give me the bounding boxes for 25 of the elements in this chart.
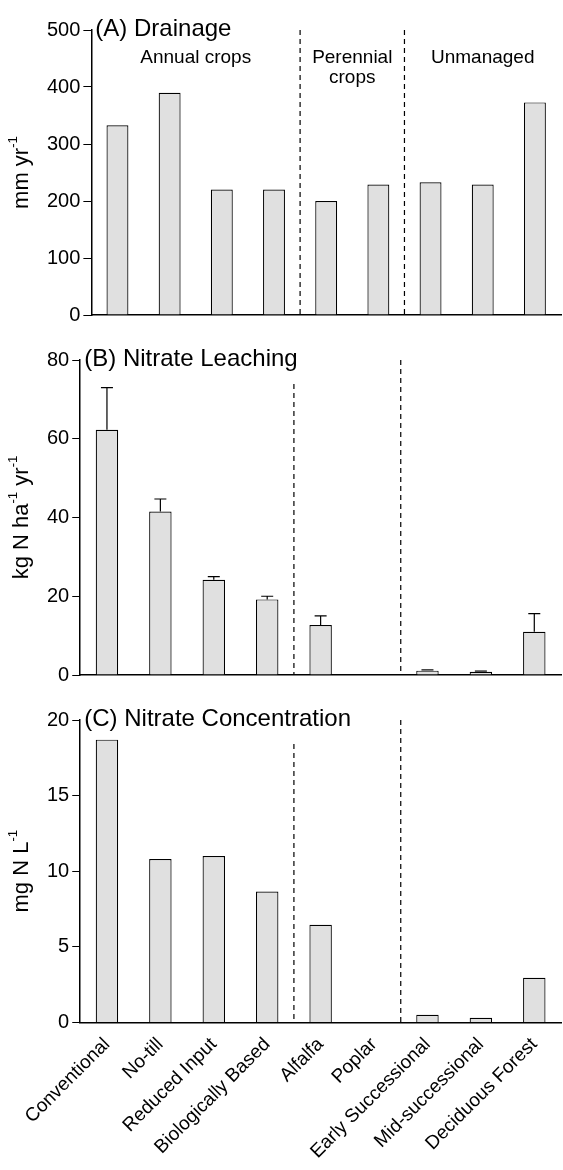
chart-title: (A) Drainage [95,14,232,41]
y-tick-label: 5 [58,934,70,957]
y-tick-label: 0 [69,302,81,325]
annotation: Perennial crops [312,46,393,88]
y-tick-label: 500 [46,17,81,40]
y-tick-label: 60 [47,426,70,449]
y-tick-label: 15 [47,783,70,806]
y-axis-title: kg N ha-1 yr-1 [5,455,34,580]
y-axis-title: mg N L-1 [5,829,34,913]
y-tick-label: 0 [58,1009,70,1032]
y-tick-label: 100 [46,245,81,268]
y-tick-label: 400 [46,74,81,97]
annotation: Unmanaged [430,46,535,68]
y-axis-title: mm yr-1 [5,136,34,209]
chart-title: (B) Nitrate Leaching [84,344,298,371]
y-tick-label: 20 [47,583,70,606]
y-tick-label: 10 [47,858,70,881]
y-tick-label: 20 [47,707,70,730]
y-tick-label: 80 [47,347,70,370]
y-tick-label: 200 [46,188,81,211]
annotation: Annual crops [140,46,252,68]
y-tick-label: 300 [46,131,81,154]
chart-title: (C) Nitrate Concentration [84,704,352,731]
y-tick-label: 40 [47,505,70,528]
y-tick-label: 0 [58,662,70,685]
